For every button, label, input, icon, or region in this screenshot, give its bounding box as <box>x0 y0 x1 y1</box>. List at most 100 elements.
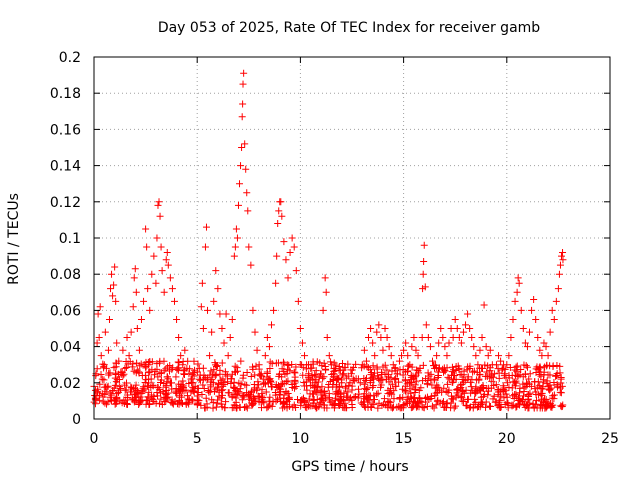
baseline-point <box>153 360 161 368</box>
baseline-point <box>427 375 435 383</box>
data-point <box>117 368 125 376</box>
baseline-point <box>512 390 520 398</box>
data-point <box>418 334 426 342</box>
baseline-point <box>294 396 302 404</box>
baseline-point <box>453 385 461 393</box>
data-point <box>111 263 119 271</box>
data-point <box>277 198 285 206</box>
baseline-point <box>516 371 524 379</box>
data-point <box>110 281 118 289</box>
baseline-point <box>196 376 204 384</box>
baseline-point <box>340 397 348 405</box>
baseline-point <box>242 403 250 411</box>
baseline-point <box>434 368 442 376</box>
data-point <box>170 297 178 305</box>
data-point <box>455 334 463 342</box>
baseline-point <box>173 389 181 397</box>
baseline-point <box>212 403 220 411</box>
baseline-point <box>105 369 113 377</box>
data-point <box>373 328 381 336</box>
baseline-point <box>549 362 557 370</box>
baseline-point <box>193 401 201 409</box>
baseline-point <box>490 381 498 389</box>
baseline-point <box>285 402 293 410</box>
baseline-point <box>183 392 191 400</box>
data-point <box>398 352 406 360</box>
baseline-point <box>495 403 503 411</box>
baseline-point <box>179 377 187 385</box>
data-point <box>528 306 536 314</box>
data-point <box>311 379 319 387</box>
baseline-point <box>328 398 336 406</box>
baseline-point <box>254 392 262 400</box>
baseline-point <box>309 360 317 368</box>
data-point <box>554 285 562 293</box>
data-point <box>93 339 101 347</box>
data-point <box>214 285 222 293</box>
data-point <box>239 80 247 88</box>
baseline-point <box>473 376 481 384</box>
baseline-point <box>390 403 398 411</box>
baseline-point <box>146 368 154 376</box>
data-point <box>482 343 490 351</box>
baseline-point <box>163 373 171 381</box>
data-point <box>199 325 207 332</box>
baseline-point <box>283 369 291 377</box>
baseline-point <box>534 383 542 391</box>
data-point <box>379 346 387 354</box>
data-point <box>290 243 298 251</box>
data-point <box>367 325 375 332</box>
data-point <box>208 328 216 336</box>
baseline-point <box>228 392 236 400</box>
data-point <box>538 352 546 360</box>
baseline-point <box>355 390 363 398</box>
data-point <box>499 364 507 372</box>
baseline-point <box>234 389 242 397</box>
data-point <box>278 212 286 220</box>
data-point <box>268 321 276 329</box>
baseline-point <box>361 385 369 393</box>
baseline-point <box>526 389 534 397</box>
data-point <box>462 321 470 329</box>
data-point <box>275 207 283 215</box>
data-point <box>443 352 451 360</box>
data-point <box>109 292 117 300</box>
data-point <box>216 310 224 318</box>
baseline-point <box>288 361 296 369</box>
data-point <box>331 364 339 372</box>
baseline-point <box>308 390 316 398</box>
baseline-point <box>423 380 431 388</box>
data-point <box>142 225 150 233</box>
baseline-point <box>519 380 527 388</box>
data-point <box>322 288 330 296</box>
data-point <box>127 328 135 336</box>
data-point <box>389 361 397 369</box>
data-point <box>559 248 567 256</box>
baseline-point <box>284 377 292 385</box>
baseline-point <box>91 386 99 394</box>
axes <box>93 56 611 420</box>
baseline-point <box>266 364 274 372</box>
baseline-point <box>303 404 311 412</box>
baseline-point <box>358 364 366 372</box>
baseline-point <box>122 364 130 372</box>
data-point <box>375 321 383 329</box>
baseline-point <box>377 383 385 391</box>
baseline-point <box>354 394 362 402</box>
baseline-point <box>139 387 147 395</box>
baseline-point <box>410 394 418 402</box>
baseline-point <box>194 388 202 396</box>
data-point <box>158 267 166 275</box>
baseline-point <box>312 367 320 375</box>
baseline-point <box>123 379 131 387</box>
baseline-point <box>135 368 143 376</box>
data-point <box>317 370 325 378</box>
data-point <box>336 382 344 390</box>
baseline-point <box>366 376 374 384</box>
y-tick-labels: 0 0.02 0.04 0.06 0.08 0.1 0.12 0.14 0.16 0.18 0.2 <box>50 50 81 428</box>
baseline-point <box>324 383 332 391</box>
data-point <box>129 303 137 311</box>
baseline-point <box>378 368 386 376</box>
baseline-point <box>347 394 355 402</box>
